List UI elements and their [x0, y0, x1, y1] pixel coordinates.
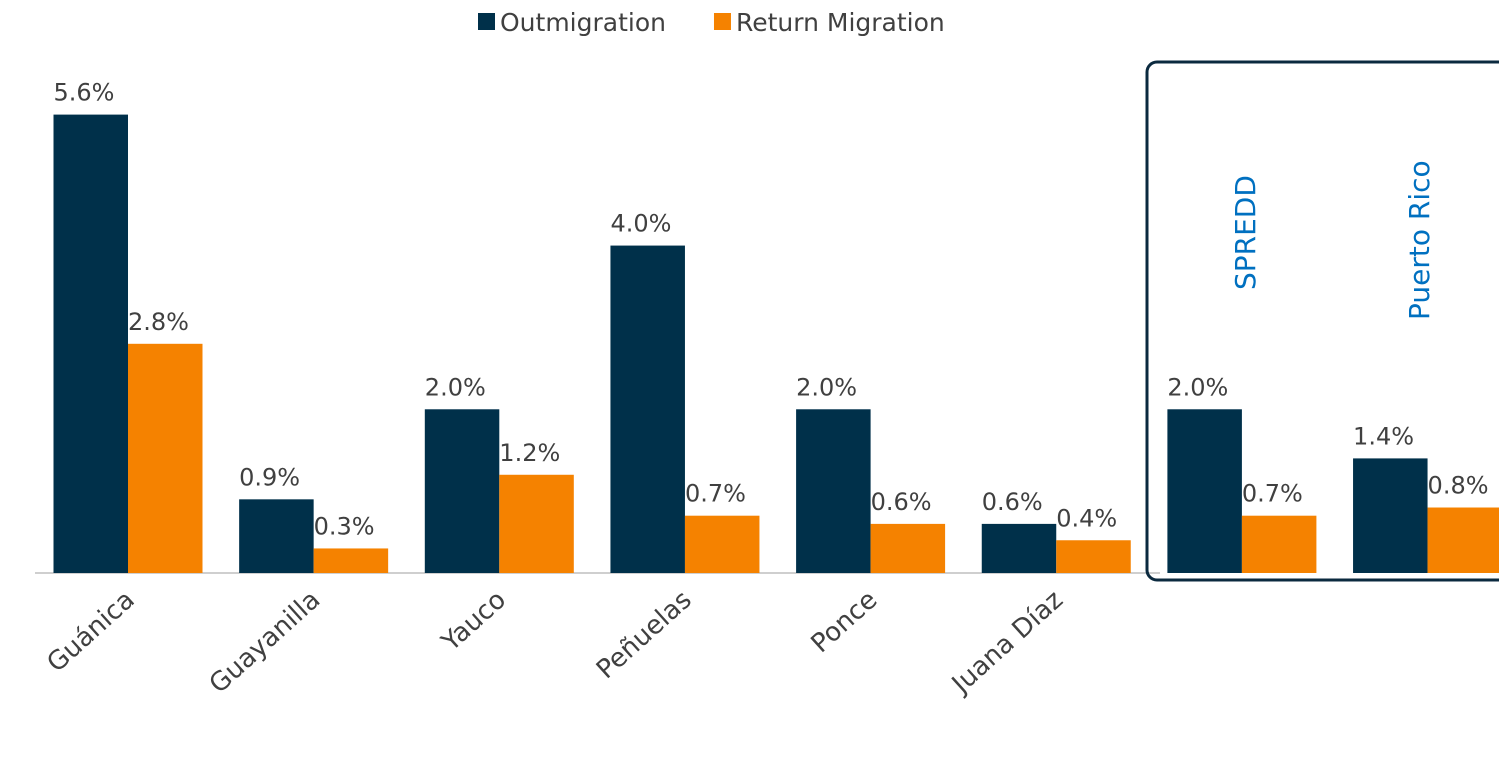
bar	[610, 245, 685, 574]
bar	[239, 499, 314, 573]
bar	[424, 409, 500, 573]
value-label: 2.8%	[128, 308, 189, 336]
value-label: 0.4%	[1056, 504, 1117, 532]
value-label: 0.8%	[1428, 472, 1489, 500]
bar	[981, 523, 1057, 573]
bar	[1353, 458, 1428, 573]
value-label: 0.6%	[871, 488, 932, 516]
x-tick-label: Guayanilla	[204, 585, 327, 700]
bar	[53, 114, 128, 573]
x-tick-label: Juana Díaz	[945, 585, 1069, 701]
legend-label: Return Migration	[736, 8, 945, 37]
highlight-box	[1145, 60, 1499, 582]
bar	[1427, 507, 1499, 573]
bar	[128, 343, 203, 573]
x-tick-label: Guánica	[41, 585, 140, 679]
bar	[870, 523, 946, 573]
value-label: 0.9%	[239, 463, 300, 491]
bar	[684, 515, 760, 573]
value-label: 2.0%	[1167, 373, 1228, 401]
group-label: SPREDD	[1229, 175, 1262, 290]
group-label: Puerto Rico	[1403, 160, 1436, 320]
bar	[796, 409, 871, 573]
bar	[1167, 409, 1242, 573]
x-tick-label: Yauco	[435, 585, 511, 658]
x-tick-label: Ponce	[806, 585, 884, 659]
legend-label: Outmigration	[500, 8, 666, 37]
bar	[1056, 540, 1131, 573]
value-label: 2.0%	[796, 373, 857, 401]
bar	[499, 474, 574, 573]
x-tick-label: Peñuelas	[591, 585, 698, 685]
value-label: 1.4%	[1353, 422, 1414, 450]
value-label: 0.7%	[685, 480, 746, 508]
value-label: 0.7%	[1242, 480, 1303, 508]
bar	[313, 548, 389, 573]
legend-swatch	[713, 13, 731, 30]
value-label: 2.0%	[425, 373, 486, 401]
value-label: 0.3%	[314, 512, 375, 540]
value-label: 4.0%	[610, 210, 671, 238]
legend-swatch	[478, 13, 495, 30]
bar	[1241, 515, 1317, 573]
value-label: 1.2%	[499, 439, 560, 467]
value-label: 0.6%	[982, 488, 1043, 516]
value-label: 5.6%	[54, 79, 115, 107]
